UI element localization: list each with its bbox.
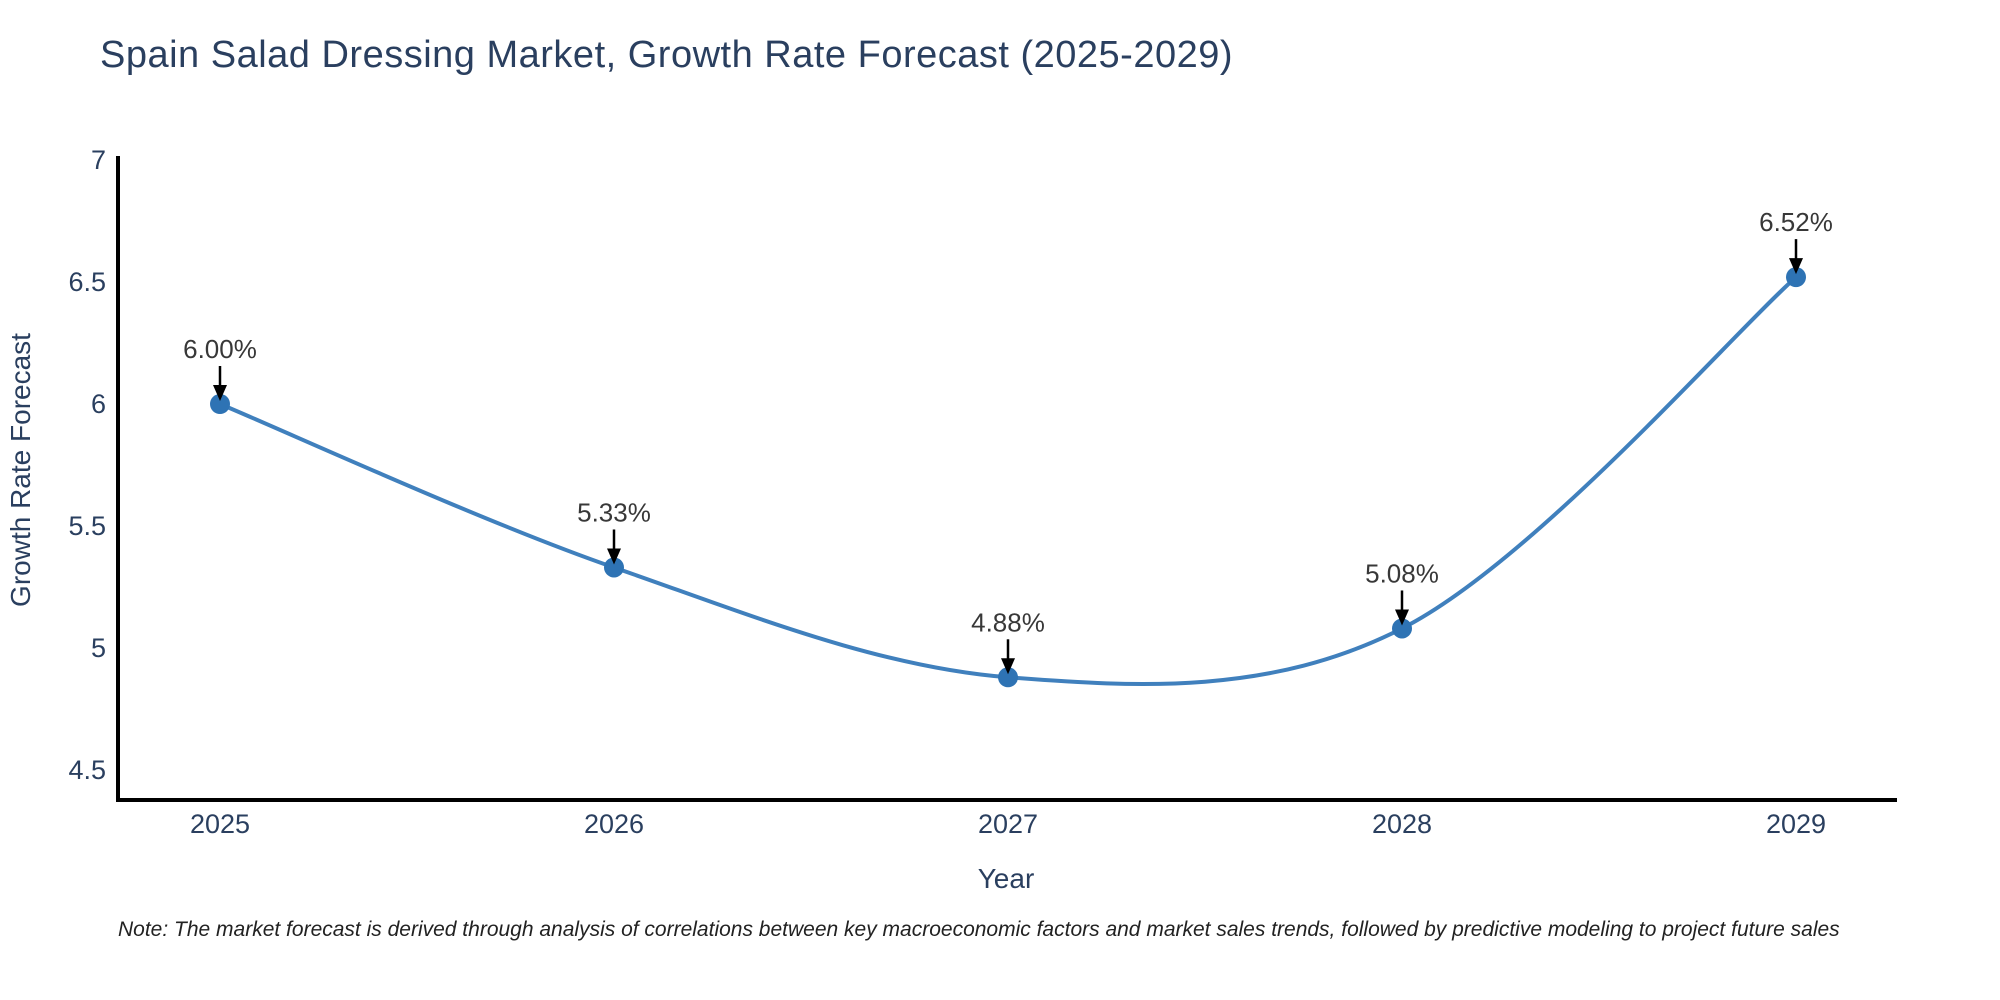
annotation-label: 5.33% (577, 497, 651, 527)
y-axis-ticks: 4.5 5 5.5 6 6.5 7 (68, 145, 106, 785)
chart-title: Spain Salad Dressing Market, Growth Rate… (100, 34, 1234, 76)
data-point-marker (1392, 618, 1412, 639)
data-point-marker (1786, 267, 1806, 288)
annotation-label: 6.52% (1759, 207, 1833, 237)
x-tick-label: 2027 (978, 809, 1038, 839)
annotation-label: 6.00% (183, 334, 257, 364)
data-point-marker (604, 557, 624, 578)
y-tick-label: 6 (91, 389, 106, 419)
point-annotations: 6.00% 5.33% 4.88% 5.08% 6.52% (183, 207, 1833, 675)
y-tick-label: 5 (91, 633, 106, 663)
y-tick-label: 6.5 (68, 267, 106, 297)
x-axis-title: Year (978, 863, 1035, 894)
annotation-label: 5.08% (1365, 558, 1439, 588)
y-tick-label: 7 (91, 145, 106, 175)
y-tick-label: 4.5 (68, 755, 106, 785)
x-tick-label: 2028 (1372, 809, 1432, 839)
x-tick-label: 2025 (190, 809, 250, 839)
annotation-arrowhead (607, 548, 621, 565)
x-tick-label: 2029 (1766, 809, 1826, 839)
data-point-marker (998, 667, 1018, 688)
footnote: Note: The market forecast is derived thr… (118, 918, 1840, 941)
y-axis-title: Growth Rate Forecast (5, 333, 36, 607)
data-point-marker (210, 394, 230, 414)
annotation-arrowhead (1001, 658, 1015, 675)
y-tick-label: 5.5 (68, 511, 106, 541)
data-point-markers (210, 267, 1806, 688)
annotation-arrowhead (213, 385, 227, 401)
annotation-arrowhead (1395, 609, 1409, 626)
annotation-arrowhead (1789, 258, 1803, 275)
annotation-label: 4.88% (971, 607, 1045, 637)
x-tick-label: 2026 (584, 809, 644, 839)
x-axis-ticks: 2025 2026 2027 2028 2029 (190, 809, 1826, 839)
